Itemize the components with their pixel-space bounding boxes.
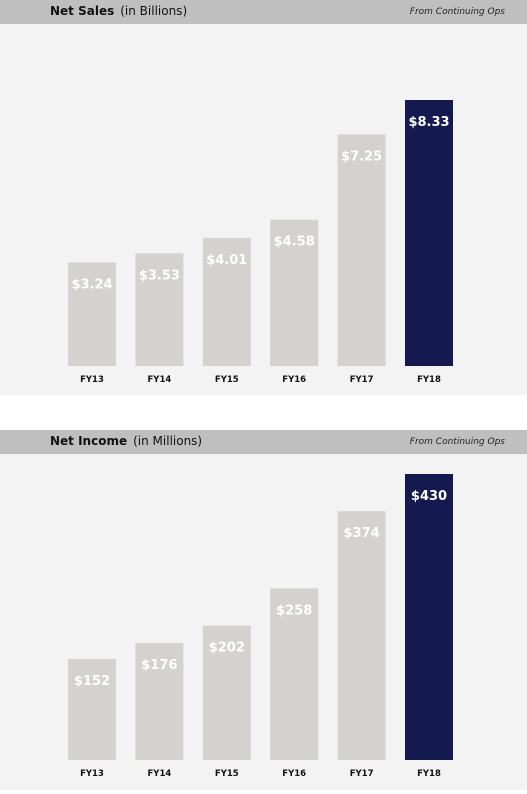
net-sales-header: Net Sales (in Billions) From Continuing O…	[0, 0, 527, 24]
category-label: FY18	[417, 769, 441, 779]
value-label: $4.58	[274, 235, 315, 250]
category-label: FY16	[282, 769, 306, 779]
category-label: FY17	[350, 375, 374, 385]
chart-note: From Continuing Ops	[409, 7, 505, 17]
category-label: FY18	[417, 375, 441, 385]
chart-subtitle: (in Billions)	[120, 4, 188, 18]
value-label: $3.24	[71, 278, 112, 293]
value-label: $258	[276, 603, 312, 618]
bar-fy17	[337, 134, 386, 366]
value-label: $176	[141, 658, 177, 673]
net-income-plot: $152 FY13 $176 FY14 $202 FY15 $258 FY16 $374 FY17…	[0, 454, 527, 790]
chart-subtitle: (in Millions)	[133, 434, 203, 448]
net-sales-chart: $3.24 FY13 $3.53 FY14 $4.01 FY15 $4.58 FY16 $7.2…	[68, 100, 453, 385]
chart-title: Net Sales	[50, 4, 115, 18]
net-sales-plot: $3.24 FY13 $3.53 FY14 $4.01 FY15 $4.58 FY16 $7.2…	[0, 24, 527, 395]
category-label: FY16	[282, 375, 306, 385]
value-label: $374	[344, 526, 380, 541]
net-income-panel: Net Income (in Millions) From Continuing …	[0, 430, 527, 790]
chart-note: From Continuing Ops	[409, 437, 505, 447]
bar-fy15	[202, 237, 251, 366]
category-label: FY15	[215, 769, 239, 779]
chart-title: Net Income	[50, 434, 128, 448]
net-income-header: Net Income (in Millions) From Continuing …	[0, 430, 527, 454]
category-label: FY17	[350, 769, 374, 779]
value-label: $7.25	[341, 150, 382, 165]
value-label: $430	[411, 489, 447, 504]
bar-fy18	[405, 100, 453, 366]
value-label: $3.53	[139, 268, 180, 283]
net-income-title-block: Net Income (in Millions)	[50, 434, 202, 448]
category-label: FY14	[148, 769, 172, 779]
bar-fy18	[405, 474, 453, 760]
value-label: $202	[209, 641, 245, 656]
bar-fy16	[270, 219, 319, 366]
bar-fy17	[337, 511, 386, 760]
net-income-chart: $152 FY13 $176 FY14 $202 FY15 $258 FY16 $374 FY17…	[68, 474, 453, 779]
net-sales-panel: Net Sales (in Billions) From Continuing O…	[0, 0, 527, 395]
bar-fy15	[202, 625, 251, 760]
net-sales-title-block: Net Sales (in Billions)	[50, 4, 187, 18]
bar-fy14	[135, 253, 184, 366]
value-label: $8.33	[408, 115, 449, 130]
category-label: FY13	[80, 769, 104, 779]
category-label: FY14	[148, 375, 172, 385]
value-label: $4.01	[206, 253, 247, 268]
bar-fy13	[68, 658, 116, 760]
value-label: $152	[74, 674, 110, 689]
category-label: FY13	[80, 375, 104, 385]
bar-fy16	[270, 588, 319, 760]
category-label: FY15	[215, 375, 239, 385]
bar-fy14	[135, 642, 184, 760]
bar-fy13	[68, 262, 116, 366]
